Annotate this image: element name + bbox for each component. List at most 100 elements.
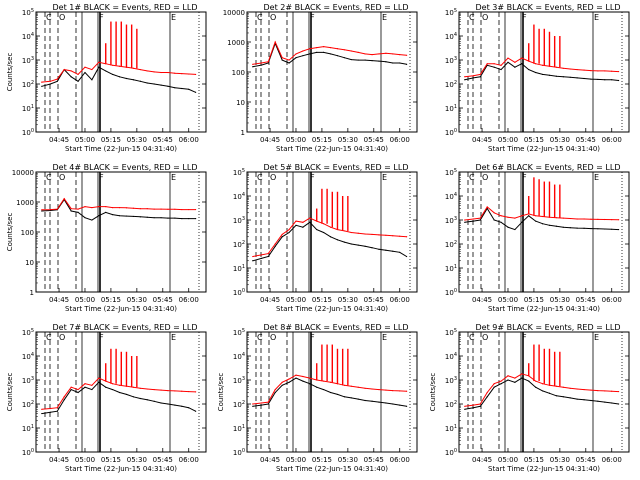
data-point bbox=[555, 217, 557, 219]
x-axis-label: Start Time (22-Jun-15 04:31:40) bbox=[276, 305, 388, 313]
data-point bbox=[267, 252, 269, 255]
data-point bbox=[521, 221, 523, 223]
data-point bbox=[350, 231, 352, 234]
data-point bbox=[70, 210, 72, 212]
data-point bbox=[77, 80, 79, 82]
data-point bbox=[288, 228, 290, 231]
x-tick-label: 05:00 bbox=[75, 136, 95, 144]
data-point bbox=[91, 219, 93, 221]
y-tick-label: 1000 bbox=[227, 39, 245, 47]
data-point bbox=[521, 57, 523, 59]
data-point bbox=[493, 383, 495, 385]
data-point bbox=[590, 70, 592, 72]
data-point bbox=[604, 228, 606, 230]
x-tick-label: 06:00 bbox=[390, 456, 410, 464]
x-tick-label: 05:00 bbox=[286, 136, 306, 144]
x-tick-label: 05:00 bbox=[286, 456, 306, 464]
data-point bbox=[323, 380, 325, 382]
data-point bbox=[195, 391, 197, 393]
data-point bbox=[195, 217, 197, 220]
data-point bbox=[132, 207, 134, 209]
y-tick-label: 101 bbox=[22, 424, 34, 433]
data-point bbox=[555, 66, 557, 68]
x-tick-label: 05:45 bbox=[153, 296, 173, 304]
data-point bbox=[167, 403, 169, 405]
data-point bbox=[350, 58, 352, 61]
data-point bbox=[500, 380, 502, 382]
x-axis-label: Start Time (22-Jun-15 04:31:40) bbox=[65, 145, 177, 153]
x-tick-label: 05:15 bbox=[524, 136, 544, 144]
data-point bbox=[611, 79, 613, 81]
series-line-black-events bbox=[252, 221, 407, 262]
data-point bbox=[514, 228, 516, 231]
data-point bbox=[472, 404, 475, 406]
data-point bbox=[98, 377, 100, 379]
data-point bbox=[288, 231, 290, 234]
data-point bbox=[371, 247, 373, 249]
marker-tag: F bbox=[99, 173, 104, 182]
data-point bbox=[583, 227, 585, 229]
data-point bbox=[77, 388, 79, 391]
data-point bbox=[118, 76, 121, 78]
x-tick-label: 06:00 bbox=[390, 136, 410, 144]
data-point bbox=[84, 386, 86, 388]
x-tick-label: 04:45 bbox=[472, 456, 492, 464]
data-point bbox=[507, 57, 509, 59]
series-line-red-lld bbox=[41, 197, 196, 211]
data-point bbox=[281, 384, 283, 386]
data-point bbox=[500, 215, 502, 217]
y-tick-label: 103 bbox=[233, 216, 245, 225]
y-tick-label: 102 bbox=[22, 80, 34, 89]
x-tick-label: 05:45 bbox=[576, 296, 596, 304]
data-point bbox=[343, 230, 345, 232]
data-point bbox=[295, 377, 297, 379]
marker-tag: O bbox=[270, 333, 276, 342]
data-point bbox=[611, 390, 613, 392]
data-point bbox=[399, 62, 401, 64]
data-point bbox=[569, 217, 571, 220]
plot-frame bbox=[35, 331, 207, 453]
data-point bbox=[139, 216, 141, 218]
data-point bbox=[84, 206, 86, 208]
data-point bbox=[343, 384, 345, 386]
data-point bbox=[118, 391, 121, 394]
x-tick-label: 05:15 bbox=[312, 456, 332, 464]
x-tick-label: 06:00 bbox=[602, 136, 622, 144]
x-tick-label: 05:15 bbox=[312, 296, 332, 304]
data-point bbox=[618, 219, 620, 221]
data-point bbox=[41, 81, 43, 83]
y-tick-label: 1 bbox=[241, 129, 245, 137]
data-point bbox=[392, 390, 394, 392]
data-point bbox=[63, 396, 65, 398]
data-point bbox=[569, 387, 571, 389]
data-point bbox=[472, 75, 475, 77]
data-point bbox=[267, 61, 269, 63]
x-tick-label: 04:45 bbox=[49, 456, 69, 464]
data-point bbox=[378, 234, 380, 236]
data-point bbox=[56, 208, 58, 210]
y-tick-label: 100 bbox=[21, 229, 34, 237]
data-point bbox=[392, 250, 394, 252]
y-axis-label: Counts/sec bbox=[217, 373, 225, 412]
y-tick-label: 103 bbox=[233, 376, 245, 385]
data-point bbox=[569, 227, 571, 229]
data-point bbox=[350, 397, 352, 399]
data-point bbox=[364, 245, 366, 247]
data-point bbox=[316, 47, 318, 49]
data-point bbox=[167, 217, 169, 219]
y-tick-label: 102 bbox=[445, 80, 457, 89]
data-point bbox=[371, 400, 373, 402]
marker-tag: O bbox=[59, 13, 65, 22]
data-point bbox=[91, 207, 93, 209]
data-point bbox=[364, 399, 366, 402]
data-point bbox=[597, 228, 599, 230]
y-tick-label: 104 bbox=[233, 192, 245, 201]
y-tick-label: 104 bbox=[445, 192, 457, 201]
marker-tag: C bbox=[257, 173, 263, 182]
data-point bbox=[472, 407, 475, 409]
data-point bbox=[528, 380, 530, 382]
data-point bbox=[56, 407, 58, 409]
